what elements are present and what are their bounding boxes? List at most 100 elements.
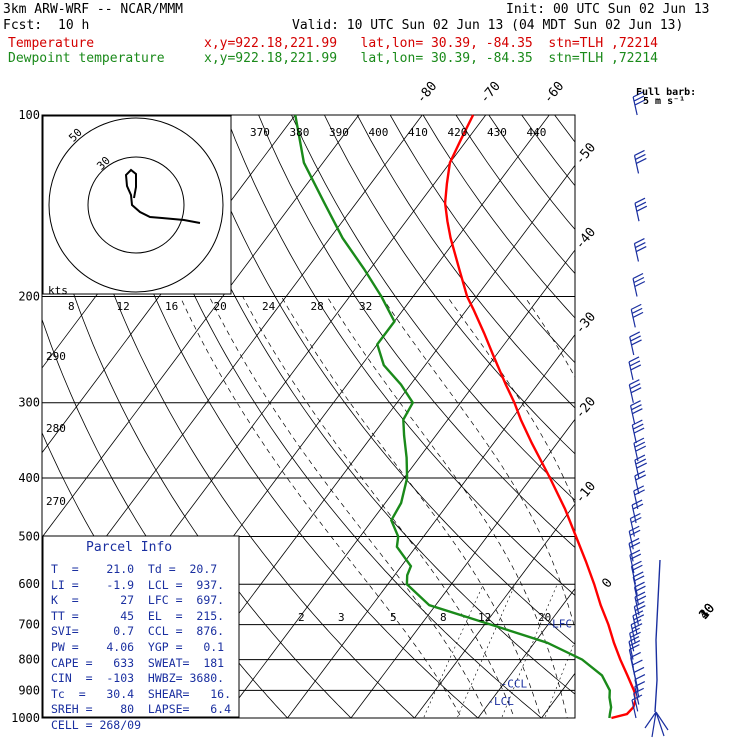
dry-adiabat-line bbox=[554, 115, 575, 143]
parcel-info-row: PW = 4.06 YGP = 0.1 bbox=[51, 639, 225, 654]
pressure-tick-label: 600 bbox=[18, 577, 40, 591]
init-time: Init: 00 UTC Sun 02 Jun 13 bbox=[506, 2, 710, 17]
wind-barb bbox=[629, 331, 642, 356]
wind-barb-flag bbox=[633, 666, 645, 673]
theta-label: 430 bbox=[487, 126, 507, 139]
wind-barb bbox=[634, 470, 646, 495]
wind-barb bbox=[628, 356, 642, 381]
pressure-tick-label: 900 bbox=[18, 683, 40, 697]
moist-adiabat-line bbox=[381, 296, 575, 630]
parcel-info-row: TT = 45 EL = 215. bbox=[51, 608, 225, 623]
sounding-profiles bbox=[294, 114, 638, 720]
wind-barb-flag bbox=[632, 659, 643, 666]
wind-barb-staff bbox=[633, 606, 639, 625]
wind-barb bbox=[633, 485, 645, 510]
wind-barb-flag bbox=[632, 503, 644, 510]
wind-barb-flag bbox=[631, 516, 642, 524]
wind-barbs bbox=[628, 91, 669, 738]
isotherm-line bbox=[42, 115, 360, 539]
low-level-wind-trace bbox=[654, 559, 661, 713]
wind-barb-staff bbox=[629, 633, 635, 652]
dry-adiabat-line bbox=[422, 115, 575, 319]
parcel-info-row: K = 27 LFC = 697. bbox=[51, 593, 225, 608]
wind-barb-staff bbox=[633, 587, 640, 606]
dry-adiabat-line bbox=[60, 115, 416, 718]
wind-barb-flag bbox=[634, 489, 645, 496]
wind-barb bbox=[628, 379, 642, 403]
theta-label: 380 bbox=[290, 126, 310, 139]
wind-barb-flag bbox=[630, 364, 642, 371]
wind-barb-staff bbox=[633, 693, 639, 712]
wind-barb-flag bbox=[633, 614, 645, 621]
dry-adiabat-line bbox=[324, 115, 575, 455]
wind-barb-staff bbox=[631, 699, 637, 719]
wind-barb-flag bbox=[635, 153, 646, 160]
wind-barb-flag bbox=[631, 499, 643, 506]
wind-barb-staff bbox=[629, 518, 635, 537]
wind-barb-flag bbox=[630, 335, 641, 342]
isotherm-tick-label: -50 bbox=[573, 140, 600, 168]
parcel-info-row: Tc = 30.4 SHEAR= 16. bbox=[51, 686, 232, 701]
wind-barb-staff bbox=[628, 543, 634, 562]
dewpoint-legend-info: x,y=922.18,221.99 lat,lon= 30.39, -84.35… bbox=[204, 51, 658, 66]
isotherm-tick-label: -40 bbox=[573, 225, 600, 253]
wind-barb-flag bbox=[635, 605, 646, 612]
wind-barb-flag bbox=[632, 408, 643, 415]
parcel-info-row: CIN = -103 HWBZ= 3680. bbox=[51, 671, 225, 686]
dry-adiabat-line bbox=[126, 115, 543, 718]
wind-barb-flag bbox=[633, 485, 645, 492]
wind-barb-flag bbox=[634, 149, 645, 156]
model-title: 3km ARW-WRF -- NCAR/MMM bbox=[3, 2, 184, 17]
forecast-hour-value: 10 h bbox=[58, 18, 90, 33]
hodograph-ring bbox=[87, 156, 185, 254]
mixing-ratio-label: 12 bbox=[478, 611, 491, 624]
wind-barb-flag bbox=[631, 404, 642, 411]
wind-barb-flag bbox=[632, 91, 644, 98]
mixing-ratio-line bbox=[501, 584, 558, 718]
moist-adiabat-line bbox=[179, 296, 462, 718]
wind-barb bbox=[634, 454, 647, 479]
wind-barb-staff bbox=[632, 96, 638, 116]
moist-adiabat-line bbox=[685, 297, 705, 731]
isotherm-line bbox=[0, 115, 41, 731]
wind-barb bbox=[630, 303, 644, 328]
plot-area bbox=[0, 115, 705, 731]
wind-barb-staff bbox=[634, 596, 640, 616]
pressure-tick-label: 100 bbox=[18, 108, 40, 122]
mixing-ratio-label: 3 bbox=[338, 611, 345, 624]
wind-barb-flag bbox=[628, 525, 640, 532]
isotherm-line bbox=[477, 588, 575, 718]
pressure-tick-label: 500 bbox=[18, 529, 40, 543]
pressure-tick-label: 1000 bbox=[11, 711, 40, 725]
isotherm-tick-label: 40 bbox=[697, 601, 719, 623]
wind-barb-flag bbox=[630, 631, 641, 638]
inset-scale-label: 28 bbox=[311, 300, 324, 313]
wind-barb-flag bbox=[631, 339, 642, 346]
wind-barb bbox=[629, 512, 642, 537]
wind-barb-flag bbox=[632, 571, 644, 578]
wind-barb-flag bbox=[628, 537, 640, 544]
hodograph-ring bbox=[48, 117, 224, 293]
isotherm-line bbox=[414, 503, 575, 718]
wind-barb-flag bbox=[635, 246, 647, 253]
mixing-ratio-line bbox=[544, 640, 575, 718]
parcel-info-row: SVI= 0.7 CCL = 876. bbox=[51, 624, 225, 639]
mixing-ratio-line bbox=[423, 584, 484, 718]
inset-scale-label: 16 bbox=[165, 300, 178, 313]
wind-barb-flag bbox=[634, 470, 646, 477]
wind-barb-flag bbox=[629, 627, 640, 634]
isotherm-line bbox=[287, 334, 575, 718]
wind-barb-flag bbox=[635, 474, 646, 481]
wind-barb-flag bbox=[632, 272, 644, 280]
wind-barb-staff bbox=[629, 336, 635, 356]
hodograph-units-label: kts bbox=[48, 284, 68, 297]
wind-barb-staff bbox=[634, 679, 640, 698]
wind-barb-flag bbox=[631, 623, 643, 630]
wind-barb-flag bbox=[634, 99, 646, 106]
wind-barb-flag bbox=[633, 95, 645, 102]
mixing-ratio-line bbox=[579, 584, 635, 731]
wind-barb bbox=[633, 581, 646, 606]
wind-barb-staff bbox=[634, 686, 640, 705]
moist-adiabat-line bbox=[326, 296, 568, 718]
